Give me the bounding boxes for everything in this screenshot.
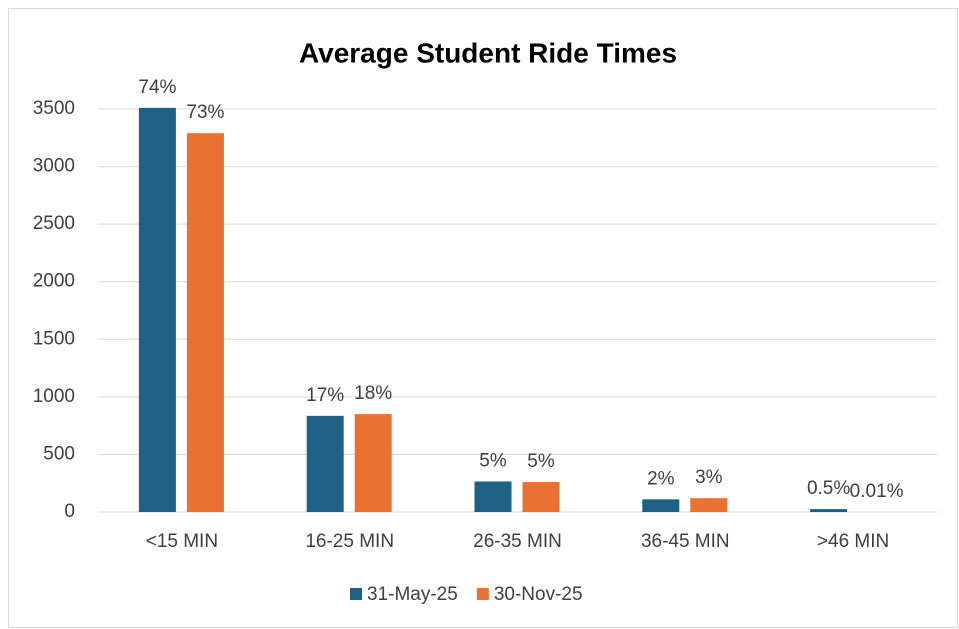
data-label: 0.01% bbox=[850, 481, 904, 502]
bar bbox=[810, 509, 848, 512]
data-label: 5% bbox=[479, 451, 507, 472]
y-tick-label: 3000 bbox=[33, 156, 75, 177]
legend-label: 31-May-25 bbox=[367, 584, 458, 605]
chart-title: Average Student Ride Times bbox=[299, 37, 677, 68]
data-label: 73% bbox=[186, 102, 224, 123]
legend-swatch bbox=[476, 588, 489, 600]
y-tick-label: 1500 bbox=[33, 328, 75, 349]
x-tick-label: 26-35 MIN bbox=[473, 531, 562, 552]
data-label: 74% bbox=[138, 77, 176, 98]
data-label: 5% bbox=[527, 451, 555, 472]
x-tick-label: 16-25 MIN bbox=[305, 531, 394, 552]
bar bbox=[690, 498, 728, 512]
x-tick-label: <15 MIN bbox=[146, 531, 218, 552]
data-label: 2% bbox=[647, 468, 675, 489]
data-label: 3% bbox=[695, 467, 723, 488]
bar bbox=[306, 415, 344, 512]
bar bbox=[186, 133, 224, 512]
bar bbox=[138, 107, 176, 512]
bar bbox=[522, 482, 560, 512]
bar bbox=[642, 499, 680, 512]
y-tick-label: 1000 bbox=[33, 386, 75, 407]
x-tick-label: 36-45 MIN bbox=[641, 531, 730, 552]
legend-swatch bbox=[350, 588, 362, 600]
y-tick-label: 2000 bbox=[33, 271, 75, 292]
y-tick-label: 500 bbox=[43, 443, 75, 464]
data-label: 0.5% bbox=[807, 478, 850, 499]
legend-label: 30-Nov-25 bbox=[494, 584, 583, 605]
data-label: 17% bbox=[306, 385, 344, 406]
y-tick-label: 0 bbox=[64, 501, 75, 522]
data-label: 18% bbox=[354, 383, 392, 404]
x-tick-label: >46 MIN bbox=[817, 531, 889, 552]
y-tick-label: 3500 bbox=[33, 98, 75, 119]
bar bbox=[354, 414, 392, 512]
bar bbox=[474, 481, 512, 512]
y-tick-label: 2500 bbox=[33, 213, 75, 234]
